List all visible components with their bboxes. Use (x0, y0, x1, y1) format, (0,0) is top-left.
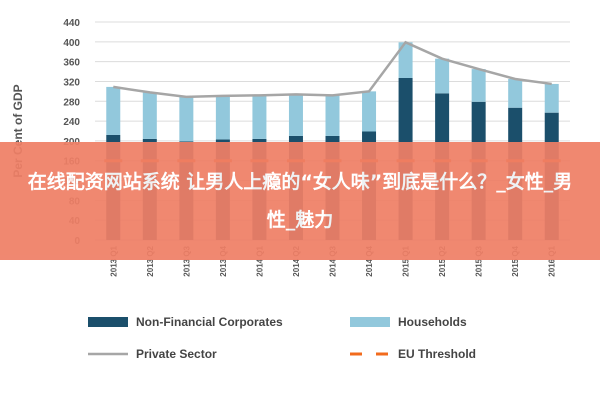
bar-households (106, 86, 121, 135)
y-tick-label: 240 (63, 117, 80, 128)
bar-households (288, 94, 303, 136)
bar-households (398, 42, 413, 78)
bar-households (142, 92, 157, 139)
bar-households (508, 78, 523, 108)
bar-households (544, 83, 559, 113)
x-tick-label: 2013 Q2 (146, 245, 155, 276)
bar-households (325, 95, 340, 136)
y-tick-label: 440 (63, 18, 80, 29)
x-tick-label: 2013 Q4 (219, 245, 228, 276)
legend-non-financial-corporates-swatch (88, 317, 128, 327)
line-private-sector (113, 40, 552, 99)
bar-households (362, 91, 377, 132)
x-tick-label: 2014 Q3 (329, 245, 338, 276)
x-tick-label: 2013 Q1 (109, 245, 118, 276)
y-tick-label: 320 (63, 77, 80, 88)
legend-households-label: Households (398, 315, 467, 329)
bar-households (471, 69, 486, 102)
x-tick-label: 2013 Q3 (182, 245, 191, 276)
bar-households (435, 58, 450, 94)
x-tick-label: 2014 Q1 (255, 245, 264, 276)
legend-non-financial-corporates-label: Non-Financial Corporates (136, 315, 283, 329)
bar-households (179, 96, 194, 142)
y-tick-label: 360 (63, 58, 80, 69)
legend-private-sector-label: Private Sector (136, 347, 217, 361)
title-overlay-banner: 在线配资网站系统 让男人上瘾的“女人味”到底是什么？_女性_男性_魅力 (0, 142, 600, 260)
x-tick-label: 2015 Q2 (438, 245, 447, 276)
x-tick-label: 2015 Q4 (511, 245, 520, 276)
legend-households-swatch (350, 317, 390, 327)
bar-households (252, 95, 267, 139)
x-tick-label: 2014 Q2 (292, 245, 301, 276)
x-tick-label: 2014 Q4 (365, 245, 374, 276)
y-tick-label: 400 (63, 38, 80, 49)
x-tick-label: 2015 Q3 (475, 245, 484, 276)
bar-households (215, 95, 230, 140)
y-tick-label: 280 (63, 97, 80, 108)
overlay-title: 在线配资网站系统 让男人上瘾的“女人味”到底是什么？_女性_男性_魅力 (27, 171, 573, 231)
legend-eu-threshold-label: EU Threshold (398, 347, 476, 361)
x-tick-label: 2015 Q1 (402, 245, 411, 276)
x-tick-label: 2016 Q1 (548, 245, 557, 276)
